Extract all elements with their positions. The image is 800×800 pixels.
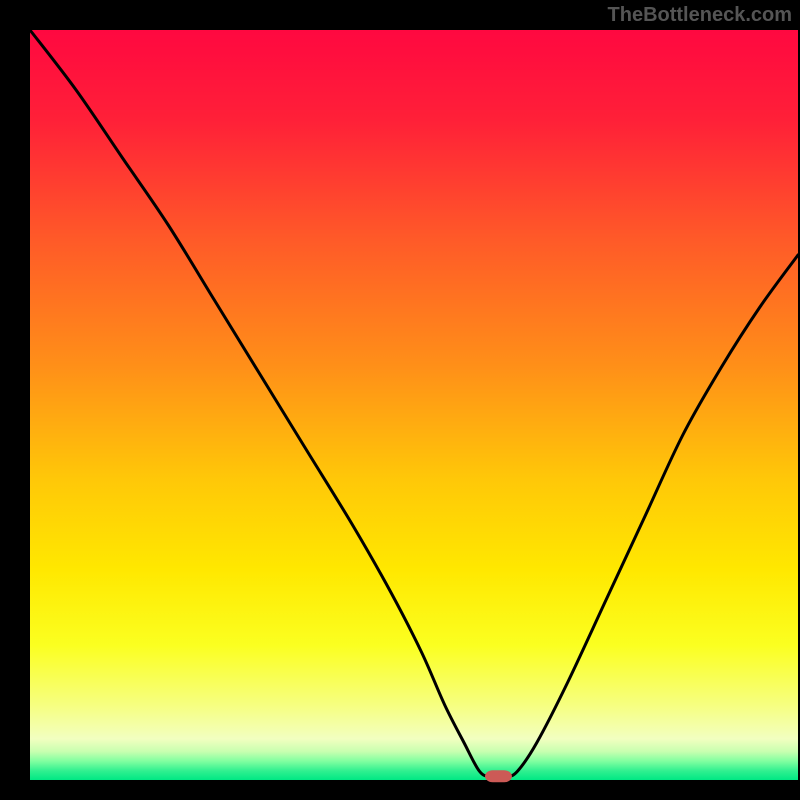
chart-frame: TheBottleneck.com [0,0,800,800]
watermark-text: TheBottleneck.com [608,4,792,27]
plot-background [30,30,798,780]
optimum-marker [485,770,512,782]
bottleneck-curve-chart [0,0,800,800]
